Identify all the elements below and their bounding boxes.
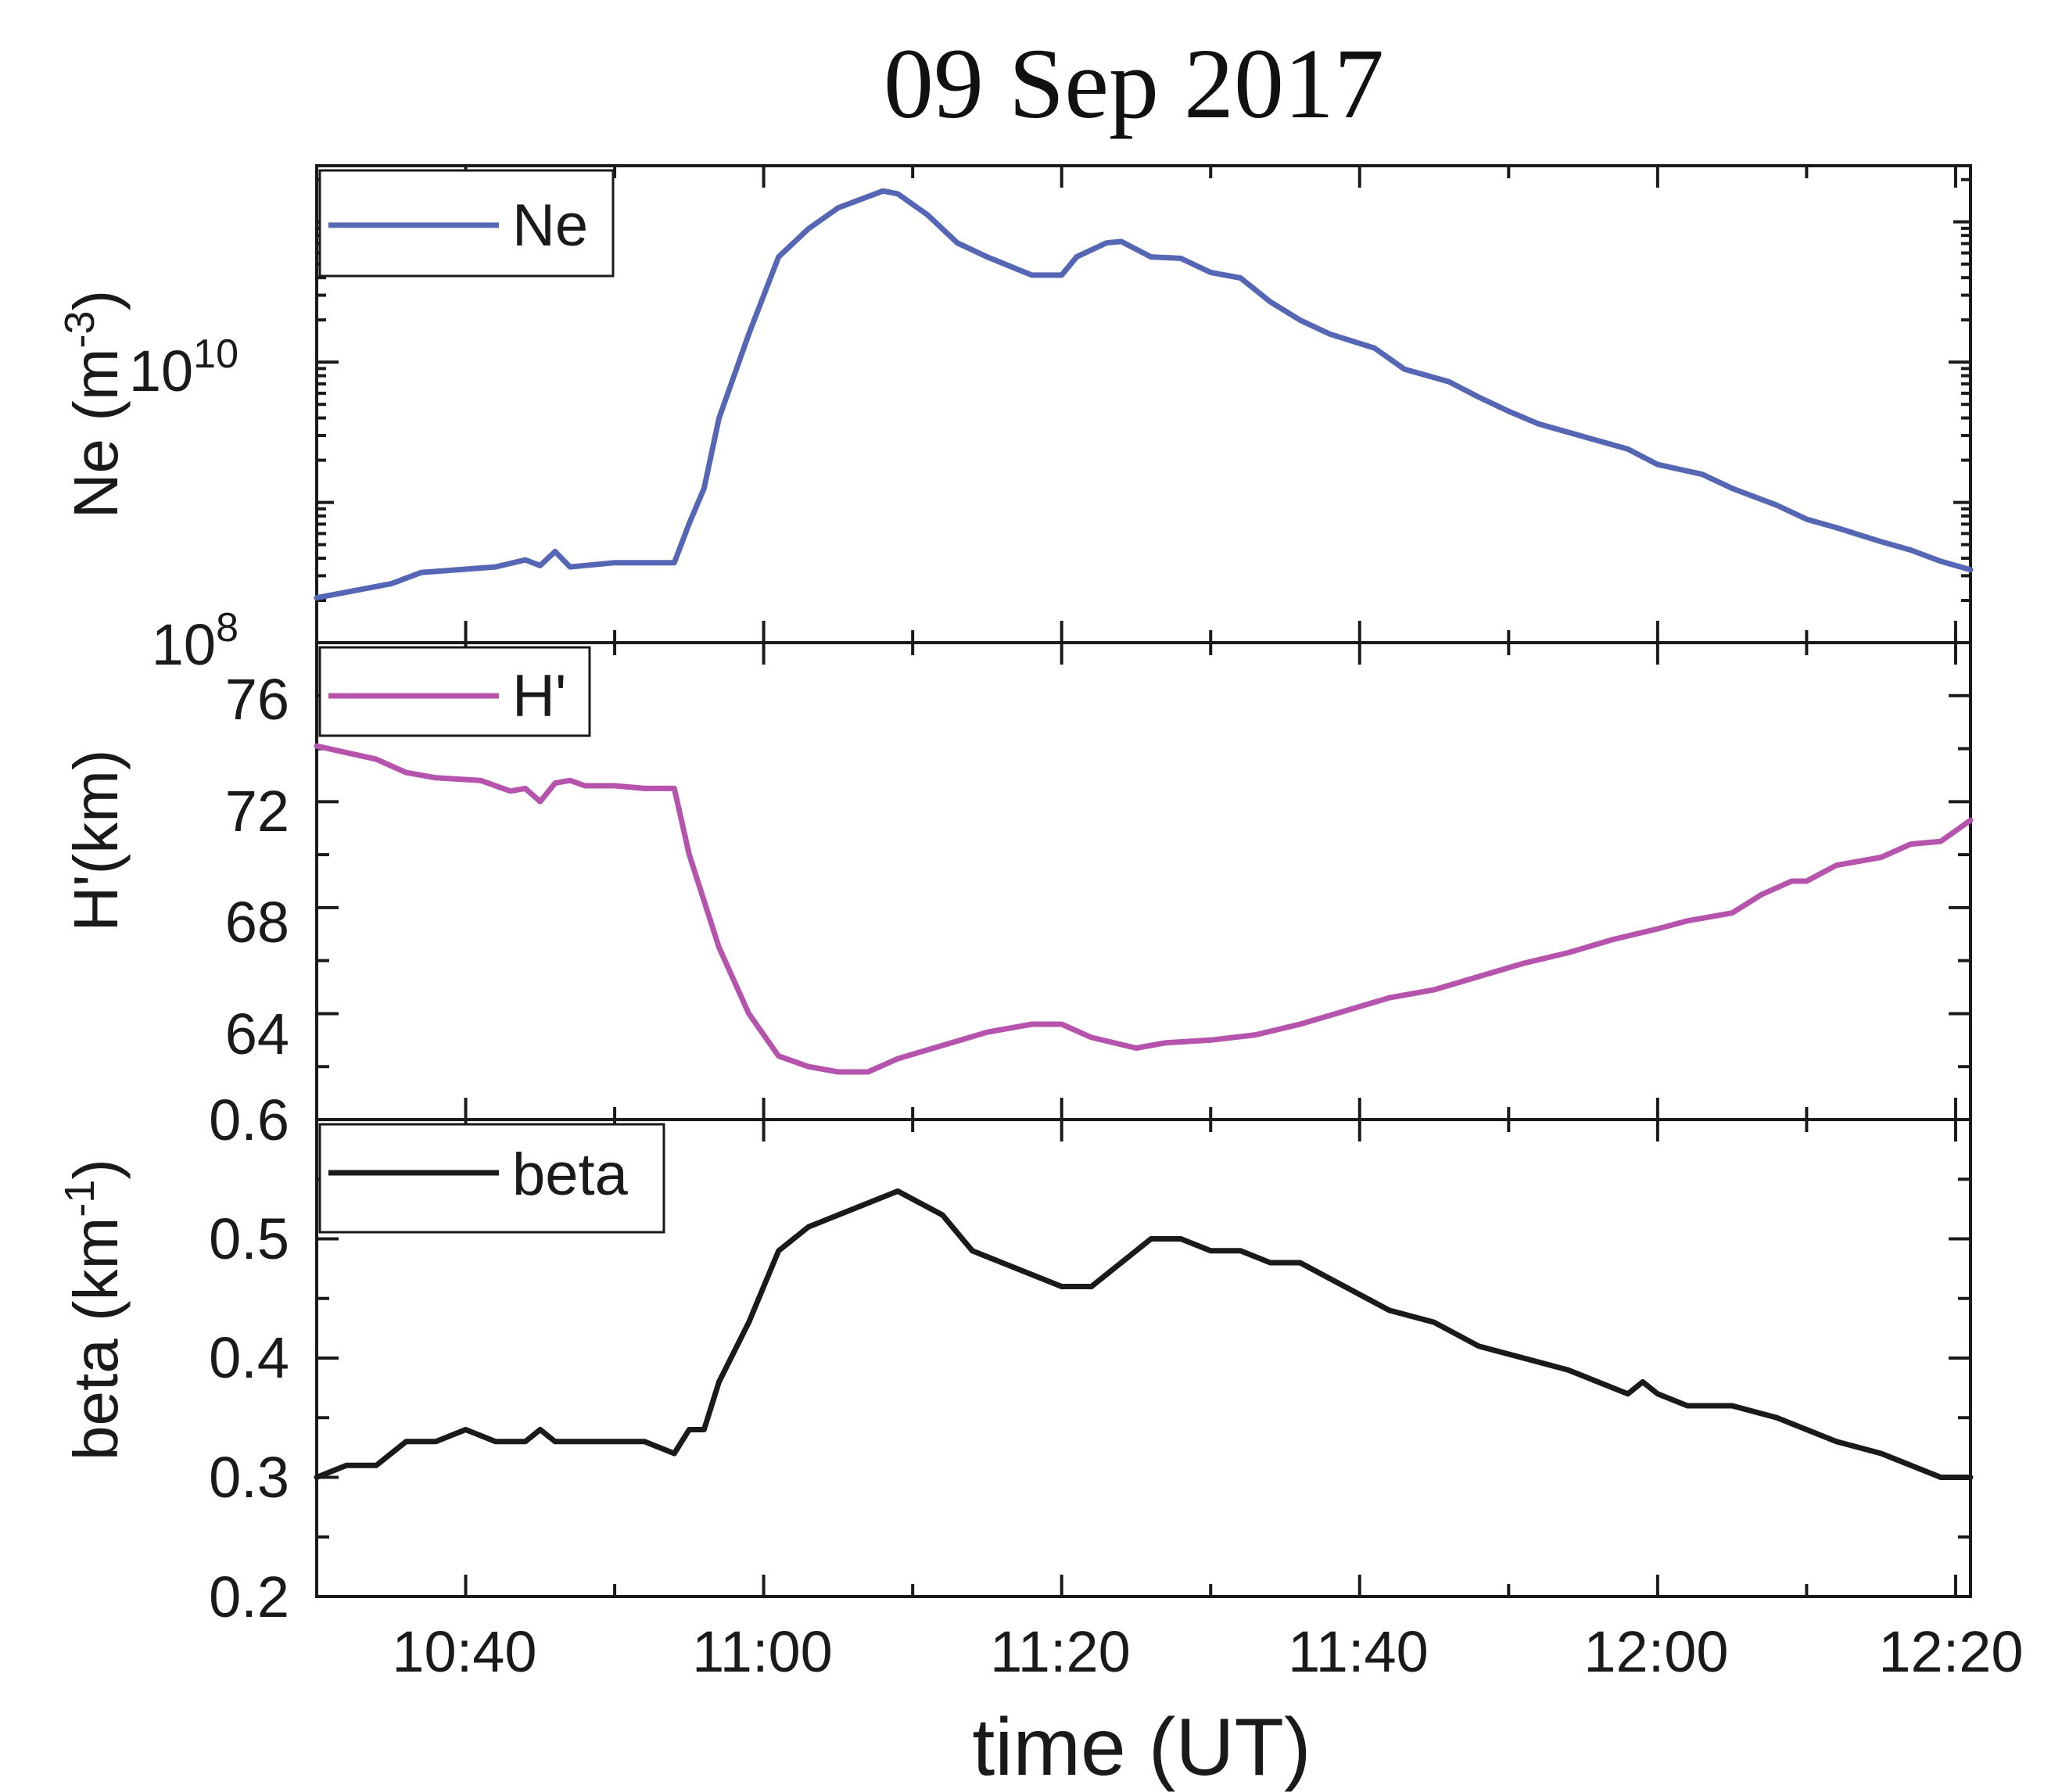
hprime-y-axis-label: H'(km) [61,750,131,932]
beta-tick-label-0-3: 0.3 [209,1445,289,1510]
hprime-legend: H' [318,646,591,737]
ne-tick-label-1e10: 1010 [129,332,238,403]
hprime-series-line [314,743,1974,1075]
x-tick-label-1220: 12:20 [1878,1619,2023,1684]
ne-tick-label-1e8: 108 [152,605,238,677]
x-tick-label-1100: 11:00 [692,1619,833,1684]
hprime-legend-label: H' [512,663,566,729]
beta-y-axis-label: beta (km-1) [56,1159,131,1460]
hprime-tick-label-68: 68 [225,890,289,955]
beta-legend: beta [318,1123,665,1234]
ne-y-axis-label: Ne (m-3) [56,290,131,518]
x-tick-label-1120: 11:20 [990,1619,1131,1684]
beta-tick-label-0-2: 0.2 [209,1564,289,1629]
hprime-tick-label-64: 64 [225,1002,289,1066]
beta-legend-label: beta [512,1142,629,1208]
ne-legend: Ne [318,169,615,278]
x-axis-label: time (UT) [972,1702,1311,1792]
x-tick-label-1140: 11:40 [1288,1619,1429,1684]
chart-title: 09 Sep 2017 [884,28,1384,139]
axis-ticks [317,166,1971,1598]
beta-tick-label-0-5: 0.5 [209,1206,289,1271]
beta-tick-label-0-4: 0.4 [209,1325,289,1390]
beta-series-line [314,1188,1974,1480]
hprime-tick-label-76: 76 [225,667,289,732]
x-tick-label-1200: 12:00 [1583,1619,1728,1684]
beta-tick-label-0-6: 0.6 [209,1088,289,1152]
ne-series-line [314,188,1974,601]
ne-legend-label: Ne [512,192,588,259]
x-tick-label-1040: 10:40 [392,1619,536,1684]
hprime-tick-label-72: 72 [225,779,289,844]
